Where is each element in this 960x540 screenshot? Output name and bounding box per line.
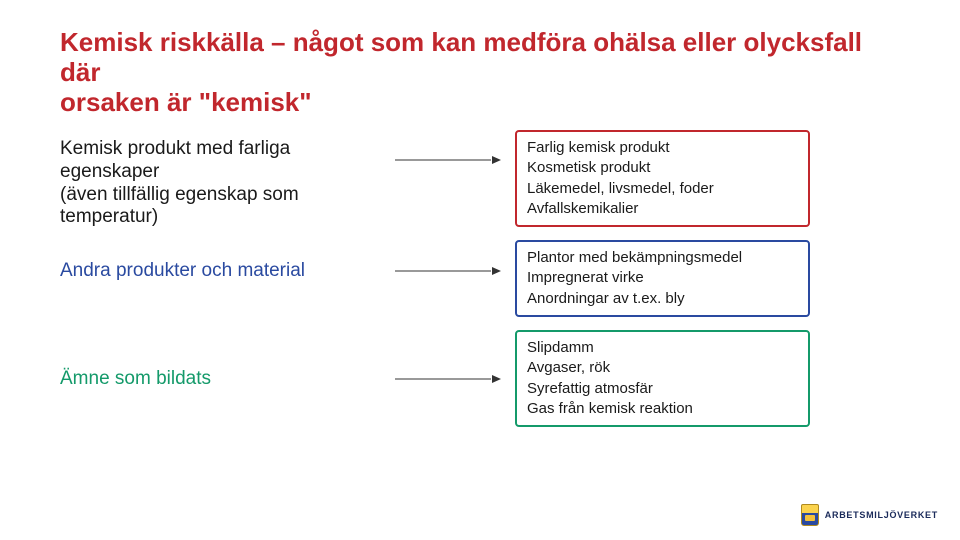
title-line-1: Kemisk riskkälla – något som kan medföra… [60,27,862,87]
target-line: Plantor med bekämpningsmedel [527,248,798,268]
target-line: Gas från kemisk reaktion [527,399,798,419]
page-title: Kemisk riskkälla – något som kan medföra… [60,28,900,118]
target-line: Syrefattig atmosfär [527,379,798,399]
source-line: Kemisk produkt med farliga egenskaper [60,138,390,184]
target-line: Avfallskemikalier [527,199,798,219]
source-line: Ämne som bildats [60,368,390,391]
shield-icon [801,504,819,526]
title-line-2: orsaken är "kemisk" [60,87,312,117]
source-line: Andra produkter och material [60,260,390,283]
target-line: Läkemedel, livsmedel, foder [527,179,798,199]
target-box-box1: Farlig kemisk produktKosmetisk produktLä… [515,130,810,227]
source-src1: Kemisk produkt med farliga egenskaper(äv… [60,138,390,229]
footer-logo: ARBETSMILJÖVERKET [801,504,938,526]
target-box-box3: SlipdammAvgaser, rökSyrefattig atmosfärG… [515,330,810,427]
target-box-box2: Plantor med bekämpningsmedelImpregnerat … [515,240,810,317]
source-src2: Andra produkter och material [60,260,390,283]
source-src3: Ämne som bildats [60,368,390,391]
slide: Kemisk riskkälla – något som kan medföra… [0,0,960,540]
target-line: Impregnerat virke [527,268,798,288]
target-line: Avgaser, rök [527,358,798,378]
logo-text: ARBETSMILJÖVERKET [825,510,938,520]
source-line: (även tillfällig egenskap som temperatur… [60,184,390,230]
target-line: Anordningar av t.ex. bly [527,289,798,309]
target-line: Slipdamm [527,338,798,358]
target-line: Kosmetisk produkt [527,158,798,178]
target-line: Farlig kemisk produkt [527,138,798,158]
